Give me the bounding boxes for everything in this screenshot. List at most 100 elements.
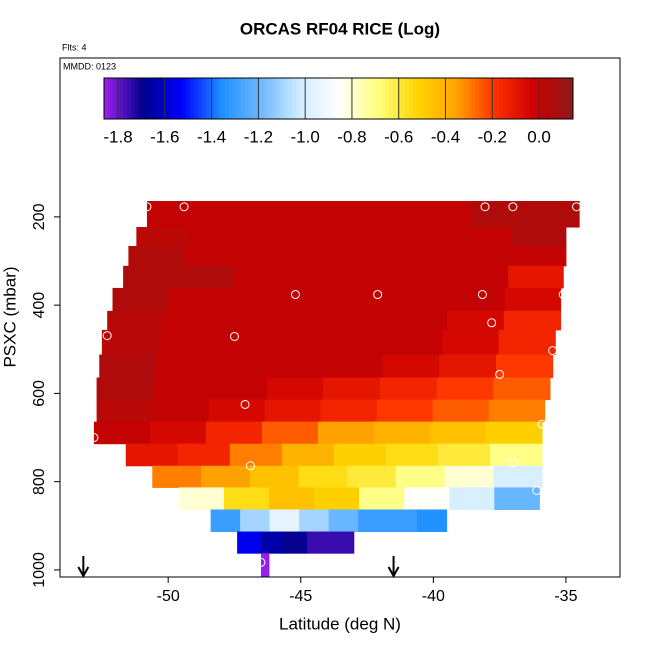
colorbar-swatch <box>299 78 304 119</box>
sample-point <box>532 486 542 495</box>
cell <box>447 310 505 331</box>
colorbar-swatch <box>213 78 218 119</box>
cell <box>269 509 300 533</box>
cell <box>223 487 270 510</box>
colorbar-swatch <box>139 78 144 119</box>
cell <box>323 377 381 401</box>
sample-point <box>290 290 300 300</box>
colorbar-swatch <box>330 78 336 119</box>
cell <box>417 509 448 533</box>
colorbar-swatch <box>455 78 461 119</box>
colorbar-swatch <box>385 78 390 119</box>
cell <box>441 329 500 356</box>
colorbar-swatch <box>487 78 492 119</box>
cell <box>178 265 234 289</box>
colorbar-swatch <box>569 78 574 119</box>
cell <box>385 443 439 467</box>
cell <box>128 246 184 267</box>
cell <box>358 509 389 533</box>
x-tick-label: -50 <box>157 588 180 605</box>
cell <box>288 265 344 289</box>
colorbar-swatch <box>338 78 343 119</box>
cell <box>205 421 263 445</box>
colorbar-swatch <box>475 78 480 119</box>
sample-point <box>240 399 250 409</box>
cell <box>280 287 338 312</box>
cell <box>155 354 214 379</box>
cell <box>330 531 355 554</box>
colorbar-swatch <box>248 78 254 119</box>
colorbar-swatch <box>561 78 566 119</box>
cell <box>359 487 405 510</box>
colorbar-swatch <box>315 78 320 119</box>
colorbar-swatch <box>553 78 558 119</box>
cell <box>493 377 551 401</box>
colorbar-swatch <box>252 78 257 119</box>
arrow <box>387 556 400 579</box>
x-axis-label: Latitude (deg N) <box>279 614 401 633</box>
colorbar-swatch <box>549 78 554 119</box>
colorbar-swatch <box>264 78 269 119</box>
y-tick-label: 800 <box>31 468 48 495</box>
cell <box>183 246 239 267</box>
colorbar-swatch <box>307 78 312 119</box>
colorbar-swatch <box>522 78 527 119</box>
cell <box>453 265 509 289</box>
sample-point <box>487 318 497 328</box>
cell <box>374 421 431 445</box>
cell <box>490 443 543 467</box>
colorbar-swatch <box>205 78 211 119</box>
arrow-head <box>77 566 90 579</box>
colorbar-swatch <box>119 78 125 119</box>
cell <box>333 443 387 467</box>
colorbar-swatch <box>471 78 476 119</box>
colorbar-swatch <box>334 78 339 119</box>
colorbar-swatch <box>279 78 285 119</box>
cell <box>99 354 157 379</box>
colorbar-swatch <box>178 78 183 119</box>
colorbar-swatch <box>217 78 222 119</box>
cell <box>96 377 154 401</box>
colorbar-swatch <box>146 78 152 119</box>
cell <box>260 553 270 577</box>
cell <box>309 200 364 228</box>
cell <box>417 200 472 228</box>
colorbar-swatch <box>354 78 359 119</box>
colorbar-swatch <box>283 78 289 119</box>
colorbar-swatch <box>229 78 234 119</box>
sample-point <box>229 331 239 341</box>
cell <box>363 200 418 228</box>
colorbar-tick-label: -0.8 <box>337 127 366 146</box>
colorbar-swatch <box>416 78 422 119</box>
sample-point <box>537 419 547 429</box>
colorbar-swatch <box>565 78 570 119</box>
cell <box>168 287 226 312</box>
cell <box>153 377 211 401</box>
sample-point <box>179 202 189 212</box>
x-tick-label: -40 <box>422 588 445 605</box>
colorbar-swatch <box>166 78 171 119</box>
cell <box>379 377 438 401</box>
cell <box>336 287 394 312</box>
y-tick-label: 200 <box>31 203 48 230</box>
cell <box>261 421 319 445</box>
colorbar-swatch <box>436 78 441 119</box>
cell <box>240 509 271 533</box>
sample-point <box>480 202 490 212</box>
cell <box>190 227 245 247</box>
colorbar-tick-label: -1.6 <box>150 127 179 146</box>
cell <box>277 310 335 331</box>
colorbar-frame <box>103 77 574 120</box>
colorbar-swatch <box>369 78 375 119</box>
cell <box>107 310 165 331</box>
colorbar-swatch <box>420 78 425 119</box>
colorbar-swatch <box>275 78 281 119</box>
cell <box>385 329 443 356</box>
cell <box>212 354 270 379</box>
cell <box>208 399 266 423</box>
colorbar-swatch <box>432 78 437 119</box>
colorbar-swatch <box>498 78 504 119</box>
cell <box>158 329 216 356</box>
cell <box>387 509 418 533</box>
